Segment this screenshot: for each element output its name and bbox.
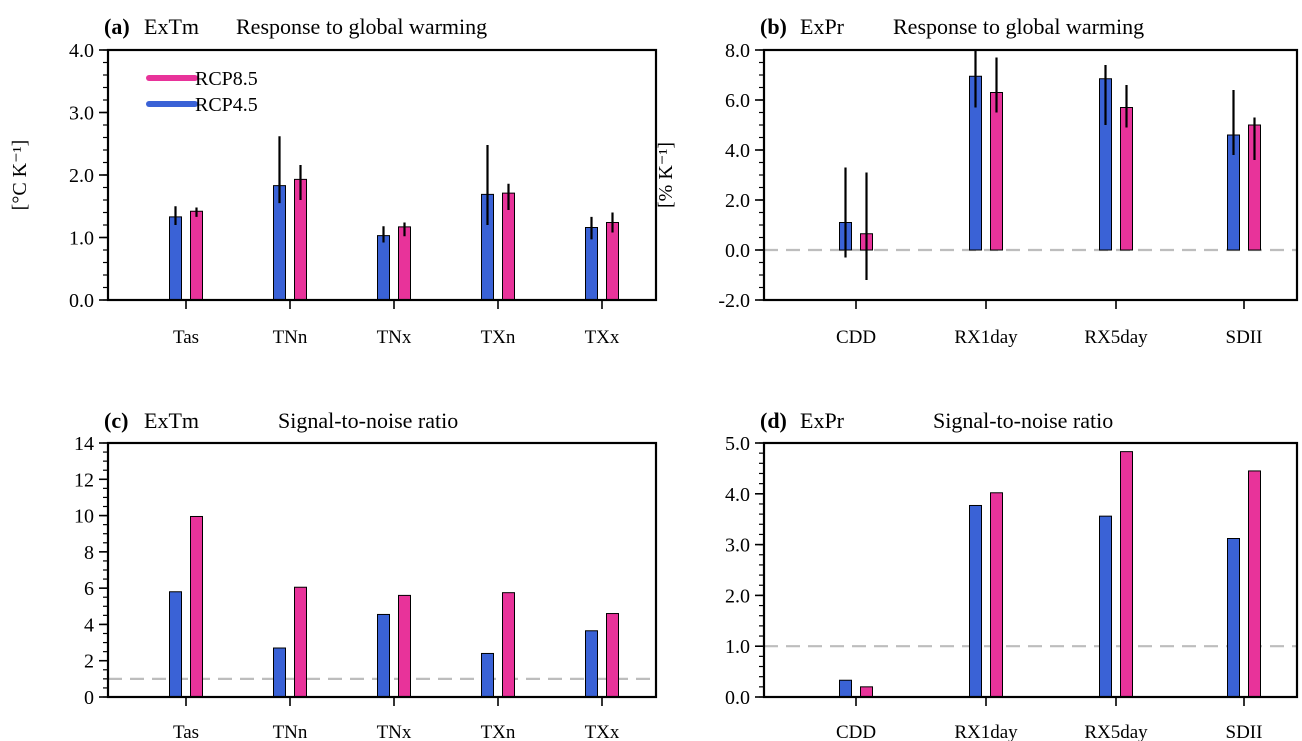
panel-title: Response to global warming [236, 14, 487, 39]
bar-rcp85-txx [606, 613, 619, 698]
category-label: SDII [1226, 327, 1263, 348]
legend-label: RCP8.5 [195, 68, 258, 90]
bar-rcp85-rx1day [990, 92, 1003, 251]
y-tick-label: 3.0 [69, 103, 94, 125]
category-label: RX1day [954, 722, 1018, 741]
y-tick-label: 8 [84, 542, 94, 564]
bar-rcp85-tnn [294, 586, 307, 698]
category-label: SDII [1226, 722, 1263, 741]
panel-a: (a) ExTm Response to global warming Tas TNn T… [9, 14, 658, 348]
bar-rcp85-rx5day [1120, 107, 1133, 251]
category-label: TXn [481, 327, 516, 348]
bar-rcp45-tas [169, 591, 182, 698]
y-tick-label: 10 [74, 506, 94, 528]
y-tick-label: 0 [84, 687, 94, 709]
y-tick-label: 0.0 [725, 687, 750, 709]
legend-rcp45: RCP4.5 [146, 94, 258, 116]
y-tick-label: 2.0 [725, 585, 750, 607]
panel-variable: ExTm [144, 14, 199, 39]
category-label: RX1day [954, 327, 1018, 348]
panel-variable: ExPr [800, 408, 845, 433]
bar-rcp45-sdii [1227, 538, 1240, 698]
category-label: CDD [836, 722, 876, 741]
y-tick-label: 6 [84, 578, 94, 600]
bar-rcp85-sdii [1248, 470, 1261, 698]
bar-rcp45-tnn [273, 647, 286, 698]
y-tick-label: 6.0 [725, 90, 750, 112]
legend-label: RCP4.5 [195, 94, 258, 116]
y-tick-label: 8.0 [725, 40, 750, 62]
legend-rcp85: RCP8.5 [146, 68, 258, 90]
panel-tag: (a) [104, 14, 130, 39]
bar-rcp85-tnx [398, 594, 411, 698]
y-tick-label: 2.0 [725, 190, 750, 212]
panel-title: Signal-to-noise ratio [933, 408, 1113, 433]
category-label: Tas [173, 327, 199, 348]
y-tick-label: 12 [74, 469, 94, 491]
axis-frame [762, 441, 1299, 699]
y-tick-label: 5.0 [725, 433, 750, 455]
y-tick-label: 4.0 [725, 140, 750, 162]
y-tick-label: 0.0 [69, 290, 94, 312]
y-tick-label: 2 [84, 651, 94, 673]
panel-tag: (c) [104, 408, 128, 433]
y-tick-label: 1.0 [725, 636, 750, 658]
category-label: TXx [585, 722, 620, 741]
bar-rcp45-tas [169, 216, 182, 301]
panel-title: Signal-to-noise ratio [278, 408, 458, 433]
category-label: Tas [173, 722, 199, 741]
bar-rcp85-tas [190, 515, 203, 698]
bar-rcp85-cdd [860, 686, 873, 698]
bar-rcp85-rx5day [1120, 451, 1133, 698]
category-label: CDD [836, 327, 876, 348]
bar-rcp45-rx5day [1099, 515, 1112, 698]
category-label: TNx [377, 327, 412, 348]
y-tick-label: 3.0 [725, 535, 750, 557]
y-tick-label: 1.0 [69, 228, 94, 250]
y-tick-label: 14 [74, 433, 94, 455]
panel-c: (c) ExTm Signal-to-noise ratio Tas TNn TNx TXn… [74, 408, 658, 741]
y-tick-label: 0.0 [725, 240, 750, 262]
y-tick-label: 2.0 [69, 165, 94, 187]
panel-title: Response to global warming [893, 14, 1144, 39]
category-label: TNn [273, 722, 308, 741]
category-label: RX5day [1084, 327, 1148, 348]
y-tick-label: 4.0 [69, 40, 94, 62]
panel-tag: (d) [760, 408, 787, 433]
bar-rcp85-tnx [398, 226, 411, 301]
panel-d: (d) ExPr Signal-to-noise ratio CDD RX1day RX5… [725, 408, 1299, 741]
y-axis-label: [°C K⁻¹] [9, 140, 31, 211]
panel-tag: (b) [760, 14, 787, 39]
panel-variable: ExTm [144, 408, 199, 433]
category-label: TNx [377, 722, 412, 741]
category-label: TXn [481, 722, 516, 741]
bar-rcp85-tas [190, 210, 203, 301]
category-label: TNn [273, 327, 308, 348]
axis-frame [762, 48, 1299, 302]
panel-variable: ExPr [800, 14, 845, 39]
category-label: TXx [585, 327, 620, 348]
bar-rcp45-txx [585, 630, 598, 698]
bar-rcp45-rx1day [969, 504, 982, 698]
y-tick-label: 4 [84, 614, 94, 636]
bar-rcp45-tnx [377, 613, 390, 698]
category-label: RX5day [1084, 722, 1148, 741]
y-tick-label: -2.0 [718, 290, 750, 312]
bar-rcp45-txn [481, 652, 494, 698]
bar-rcp45-cdd [839, 679, 852, 698]
bar-rcp45-tnx [377, 235, 390, 301]
bar-rcp85-txx [606, 222, 619, 301]
y-axis-label: [% K⁻¹] [655, 142, 677, 208]
panel-b: (b) ExPr Response to global warming CDD RX1d… [655, 14, 1299, 348]
bar-rcp85-rx1day [990, 492, 1003, 698]
y-tick-label: 4.0 [725, 484, 750, 506]
bar-rcp85-txn [502, 592, 515, 698]
